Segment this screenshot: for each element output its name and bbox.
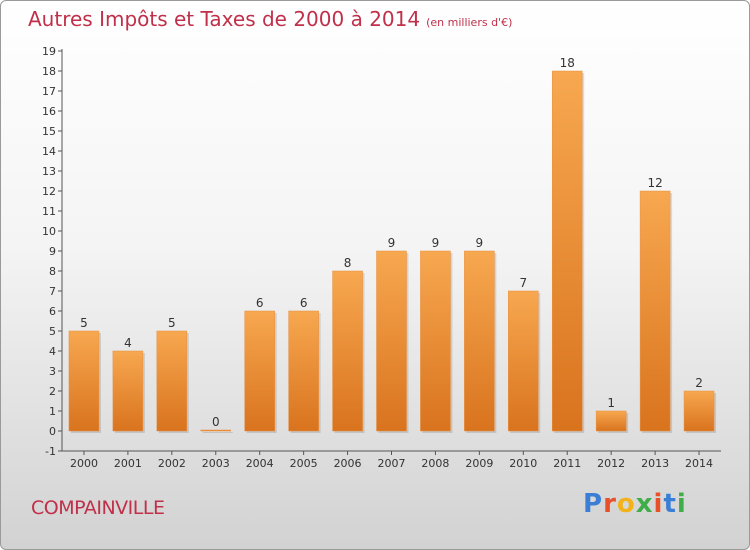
x-tick-label: 2007	[378, 457, 406, 470]
y-tick-label: 16	[42, 105, 56, 118]
x-tick-label: 2011	[553, 457, 581, 470]
y-tick-label: 2	[49, 385, 56, 398]
x-tick-label: 2012	[597, 457, 625, 470]
x-tick-label: 2014	[685, 457, 713, 470]
y-tick-label: 7	[49, 285, 56, 298]
value-labels: 5 4 5 0 6 6 8 9 9 9 7 18 1 12 2	[80, 56, 703, 429]
y-tick-label: -1	[45, 445, 56, 458]
bar	[464, 250, 495, 432]
bar-value-label: 5	[80, 316, 88, 330]
y-tick-label: 19	[42, 45, 56, 58]
bar-value-label: 2	[695, 376, 703, 390]
y-tick-label: 5	[49, 325, 56, 338]
y-tick-label: 11	[42, 205, 56, 218]
logo-letter: i	[676, 489, 687, 519]
x-tick-label: 2010	[509, 457, 537, 470]
bar	[68, 330, 100, 432]
y-tick-label: 0	[49, 425, 56, 438]
bar	[639, 190, 671, 432]
bar	[551, 70, 583, 432]
bar-value-label: 4	[124, 336, 132, 350]
y-tick-label: 9	[49, 245, 56, 258]
y-tick-label: 18	[42, 65, 56, 78]
logo-letter: i	[653, 489, 664, 519]
x-tick-label: 2013	[641, 457, 669, 470]
chart-subtitle: (en milliers d'€)	[426, 16, 513, 29]
bar	[420, 250, 451, 432]
bar	[376, 250, 407, 432]
bar	[288, 310, 319, 432]
y-tick-label: 4	[49, 345, 56, 358]
bar	[156, 330, 188, 432]
x-tick-label: 2009	[465, 457, 493, 470]
y-tick-label: 3	[49, 365, 56, 378]
bar-shadow	[202, 432, 233, 433]
y-tick-label: 13	[42, 165, 56, 178]
bar	[244, 310, 275, 432]
bar	[508, 290, 539, 432]
x-tick-label: 2006	[334, 457, 362, 470]
x-tick-label: 2008	[421, 457, 449, 470]
x-tick-label: 2001	[114, 457, 142, 470]
y-tick-label: 10	[42, 225, 56, 238]
y-tick-label: 12	[42, 185, 56, 198]
x-tick-label: 2000	[70, 457, 98, 470]
bar-value-label: 1	[607, 396, 615, 410]
bars	[68, 70, 717, 433]
title-row: Autres Impôts et Taxes de 2000 à 2014 (en…	[28, 7, 512, 31]
chart-title: Autres Impôts et Taxes de 2000 à 2014	[28, 7, 421, 31]
logo-letter: r	[603, 489, 617, 519]
y-tick-label: 8	[49, 265, 56, 278]
y-tick-label: 15	[42, 125, 56, 138]
commune-name: COMPAINVILLE	[31, 497, 165, 519]
bar-value-label: 8	[344, 256, 352, 270]
logo-letter: o	[616, 489, 636, 519]
bar-value-label: 0	[212, 415, 220, 429]
bar-value-label: 6	[256, 296, 264, 310]
x-tick-label: 2003	[202, 457, 230, 470]
proxiti-logo: Proxiti	[583, 489, 687, 519]
bar-value-label: 9	[388, 236, 396, 250]
bar-value-label: 18	[560, 56, 575, 70]
bar	[595, 410, 627, 432]
logo-letter: P	[583, 489, 604, 519]
y-tick-label: 17	[42, 85, 56, 98]
bar-value-label: 9	[432, 236, 440, 250]
y-tick-label: 6	[49, 305, 56, 318]
bar-value-label: 6	[300, 296, 308, 310]
bar-value-label: 7	[519, 276, 527, 290]
x-tick-label: 2002	[158, 457, 186, 470]
bar	[200, 429, 232, 432]
y-tick-label: 14	[42, 145, 56, 158]
logo-letter: x	[635, 489, 654, 519]
x-tick-label: 2004	[246, 457, 274, 470]
bar	[683, 390, 715, 432]
logo-letter: t	[663, 489, 677, 519]
bar-value-label: 12	[647, 176, 662, 190]
bar-value-label: 9	[476, 236, 484, 250]
bar	[112, 350, 144, 432]
bar	[332, 270, 363, 432]
x-tick-label: 2005	[290, 457, 318, 470]
y-tick-label: 1	[49, 405, 56, 418]
bar-value-label: 5	[168, 316, 176, 330]
